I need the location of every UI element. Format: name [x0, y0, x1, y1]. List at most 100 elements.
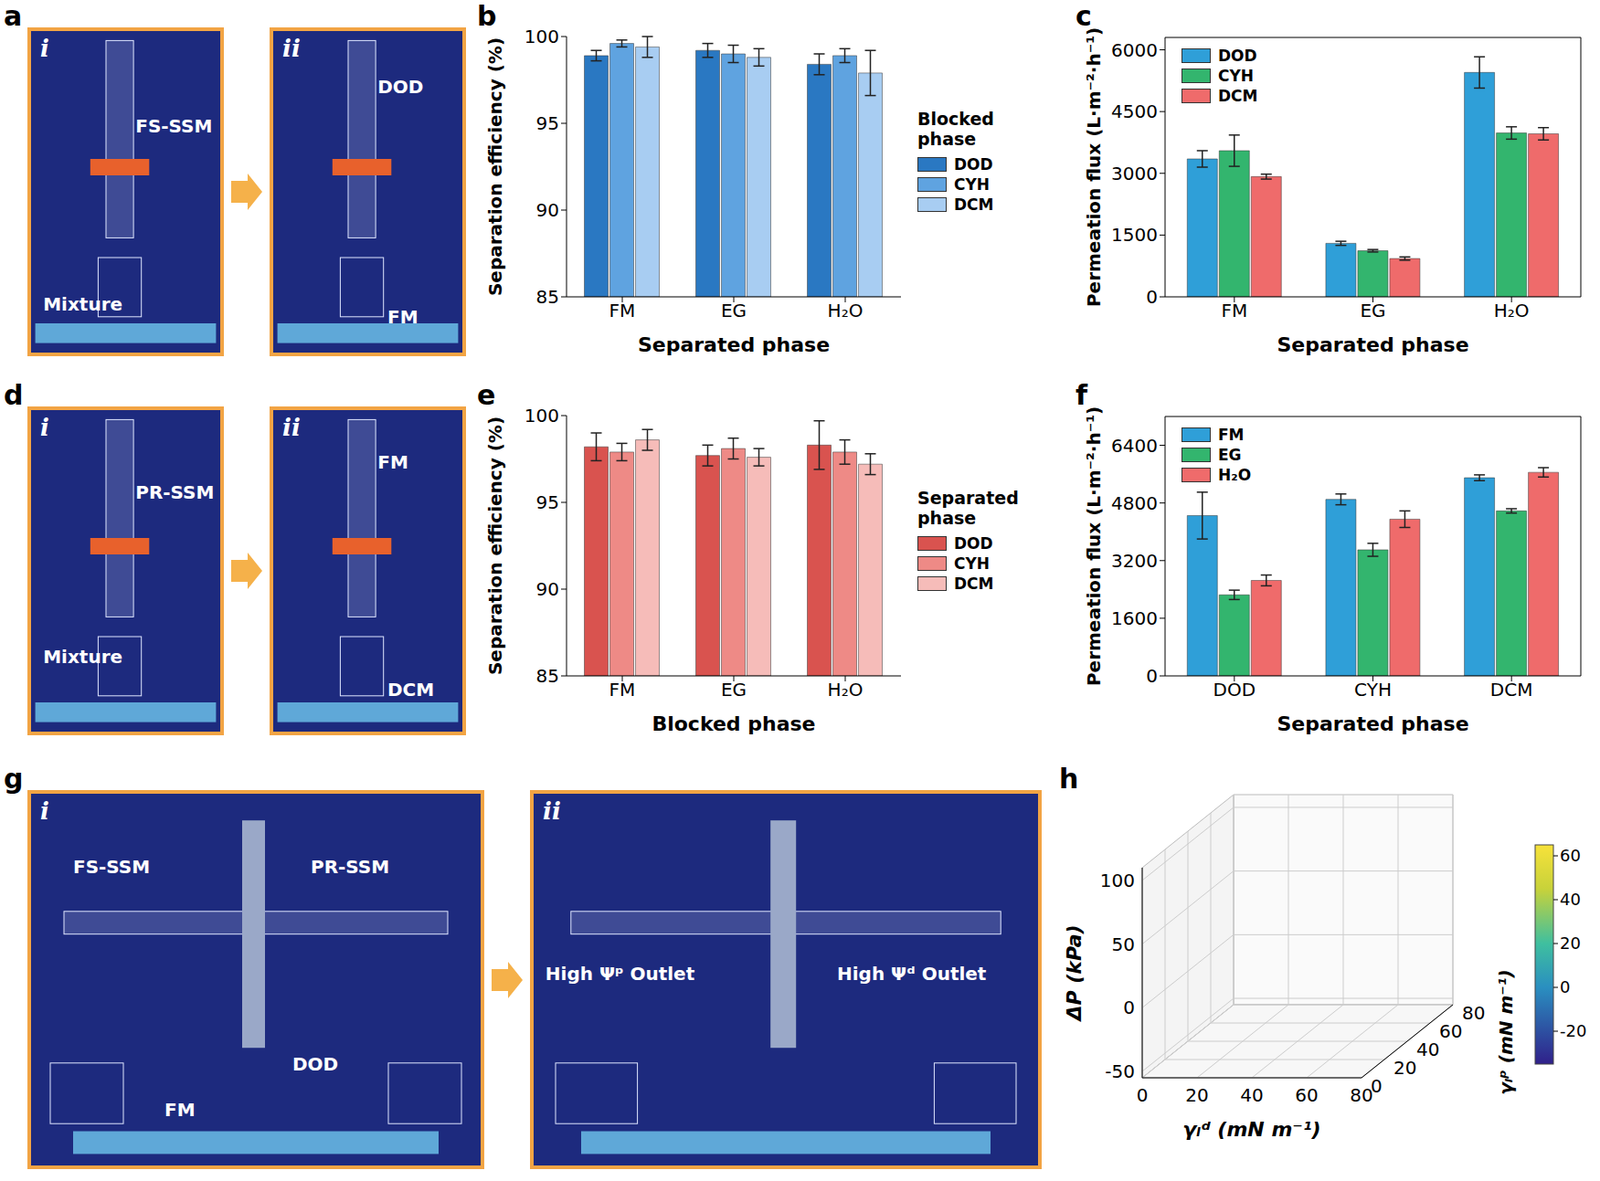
svg-text:1600: 1600	[1111, 607, 1158, 630]
svg-text:FM: FM	[387, 306, 419, 329]
html-text:DOD: DOD	[953, 154, 993, 174]
svg-text:100: 100	[524, 404, 560, 427]
svg-text:0: 0	[1145, 286, 1158, 308]
html-text:Separated phase: Separated phase	[917, 487, 1019, 528]
svg-text:CYH: CYH	[1354, 678, 1392, 701]
svg-text:FM: FM	[609, 299, 636, 322]
svg-text:3000: 3000	[1111, 162, 1158, 185]
svg-text:85: 85	[536, 665, 560, 688]
svg-text:90: 90	[536, 578, 560, 601]
svg-text:100: 100	[524, 25, 560, 48]
svg-text:FM: FM	[164, 1099, 196, 1122]
html-text:DCM: DCM	[953, 195, 994, 214]
svg-text:6400: 6400	[1111, 434, 1158, 457]
html-text:EG: EG	[1218, 445, 1242, 465]
svg-text:γₗᵈ (mN m⁻¹): γₗᵈ (mN m⁻¹)	[1182, 1118, 1321, 1142]
svg-text:i: i	[40, 797, 50, 826]
svg-text:i: i	[40, 413, 50, 442]
svg-text:Separated phase: Separated phase	[1276, 712, 1469, 736]
svg-text:EG: EG	[1359, 299, 1386, 322]
svg-text:PR-SSM: PR-SSM	[135, 481, 214, 504]
svg-text:FS-SSM: FS-SSM	[135, 115, 212, 138]
svg-text:20: 20	[1185, 1084, 1208, 1107]
svg-text:Separation efficiency (%): Separation efficiency (%)	[484, 37, 507, 297]
svg-text:80: 80	[1462, 1002, 1485, 1025]
svg-text:-20: -20	[1559, 1021, 1587, 1041]
svg-text:FS-SSM: FS-SSM	[73, 856, 150, 879]
svg-text:DCM: DCM	[1490, 678, 1534, 701]
svg-text:60: 60	[1294, 1084, 1318, 1107]
html-text:DOD: DOD	[953, 534, 993, 553]
html-text:DCM: DCM	[1218, 86, 1258, 106]
svg-text:EG: EG	[720, 299, 747, 322]
svg-text:4800: 4800	[1111, 492, 1158, 515]
svg-text:FM: FM	[377, 451, 409, 474]
svg-text:ii: ii	[542, 797, 562, 826]
svg-text:40: 40	[1416, 1038, 1440, 1061]
svg-text:γₗᵖ (mN m⁻¹): γₗᵖ (mN m⁻¹)	[1494, 969, 1517, 1096]
svg-text:0: 0	[1370, 1075, 1383, 1098]
svg-text:60: 60	[1559, 846, 1581, 866]
html-text:e: e	[476, 379, 496, 412]
svg-text:DCM: DCM	[387, 678, 435, 701]
svg-text:0: 0	[1123, 996, 1135, 1019]
svg-text:EG: EG	[720, 678, 747, 701]
html-text:d: d	[3, 379, 24, 412]
html-text:CYH: CYH	[1218, 66, 1254, 85]
html-text:h: h	[1059, 762, 1079, 795]
svg-text:4500: 4500	[1111, 100, 1158, 123]
svg-text:Permeation flux (L·m⁻²·h⁻¹): Permeation flux (L·m⁻²·h⁻¹)	[1082, 406, 1105, 687]
html-text:FM: FM	[1218, 425, 1245, 445]
html-text:CYH: CYH	[953, 174, 990, 194]
svg-text:H₂O: H₂O	[1494, 299, 1530, 322]
svg-text:Separated phase: Separated phase	[1276, 333, 1469, 357]
svg-text:Separated phase: Separated phase	[637, 333, 830, 357]
svg-text:Mixture: Mixture	[42, 293, 123, 316]
svg-text:0: 0	[1559, 977, 1570, 997]
svg-text:FM: FM	[609, 678, 636, 701]
svg-text:85: 85	[536, 286, 560, 308]
svg-text:H₂O: H₂O	[827, 299, 864, 322]
svg-text:i: i	[40, 34, 50, 63]
svg-text:ΔP (kPa): ΔP (kPa)	[1062, 924, 1086, 1023]
html-text:H₂O: H₂O	[1218, 466, 1252, 485]
svg-text:95: 95	[536, 112, 560, 135]
svg-text:Blocked phase: Blocked phase	[651, 712, 816, 736]
svg-text:ii: ii	[282, 413, 301, 442]
html-text:b: b	[476, 0, 497, 32]
svg-text:0: 0	[1145, 665, 1158, 688]
html-text:DOD: DOD	[1218, 46, 1258, 65]
svg-text:PR-SSM: PR-SSM	[310, 856, 390, 879]
svg-text:100: 100	[1100, 869, 1135, 892]
html-text:DCM: DCM	[953, 574, 994, 593]
svg-text:80: 80	[1349, 1084, 1373, 1107]
svg-text:40: 40	[1239, 1084, 1263, 1107]
svg-text:6000: 6000	[1111, 39, 1158, 62]
html-text:g: g	[3, 762, 24, 795]
svg-text:50: 50	[1112, 933, 1135, 956]
svg-text:DOD: DOD	[377, 75, 424, 98]
html-text:CYH: CYH	[953, 554, 990, 573]
svg-text:-50: -50	[1104, 1060, 1135, 1083]
html-text:Blocked phase: Blocked phase	[917, 108, 995, 149]
svg-text:FM: FM	[1220, 299, 1248, 322]
svg-text:High Ψᵈ Outlet: High Ψᵈ Outlet	[837, 963, 987, 986]
svg-text:3200: 3200	[1111, 550, 1158, 573]
svg-text:95: 95	[536, 491, 560, 514]
svg-text:ii: ii	[282, 34, 301, 63]
svg-text:60: 60	[1439, 1020, 1463, 1043]
svg-text:20: 20	[1393, 1057, 1417, 1080]
svg-text:H₂O: H₂O	[827, 678, 864, 701]
svg-text:0: 0	[1136, 1084, 1149, 1107]
svg-text:Permeation flux (L·m⁻²·h⁻¹): Permeation flux (L·m⁻²·h⁻¹)	[1082, 27, 1105, 308]
svg-text:1500: 1500	[1111, 223, 1158, 246]
svg-text:DOD: DOD	[292, 1053, 339, 1076]
svg-text:90: 90	[536, 199, 560, 222]
svg-text:High Ψᵖ Outlet: High Ψᵖ Outlet	[545, 963, 696, 986]
svg-text:Separation efficiency (%): Separation efficiency (%)	[484, 416, 507, 676]
html-text:a: a	[3, 0, 23, 32]
svg-text:DOD: DOD	[1213, 678, 1257, 701]
svg-text:Mixture: Mixture	[42, 646, 123, 668]
svg-text:20: 20	[1559, 933, 1581, 954]
svg-text:40: 40	[1559, 890, 1581, 910]
